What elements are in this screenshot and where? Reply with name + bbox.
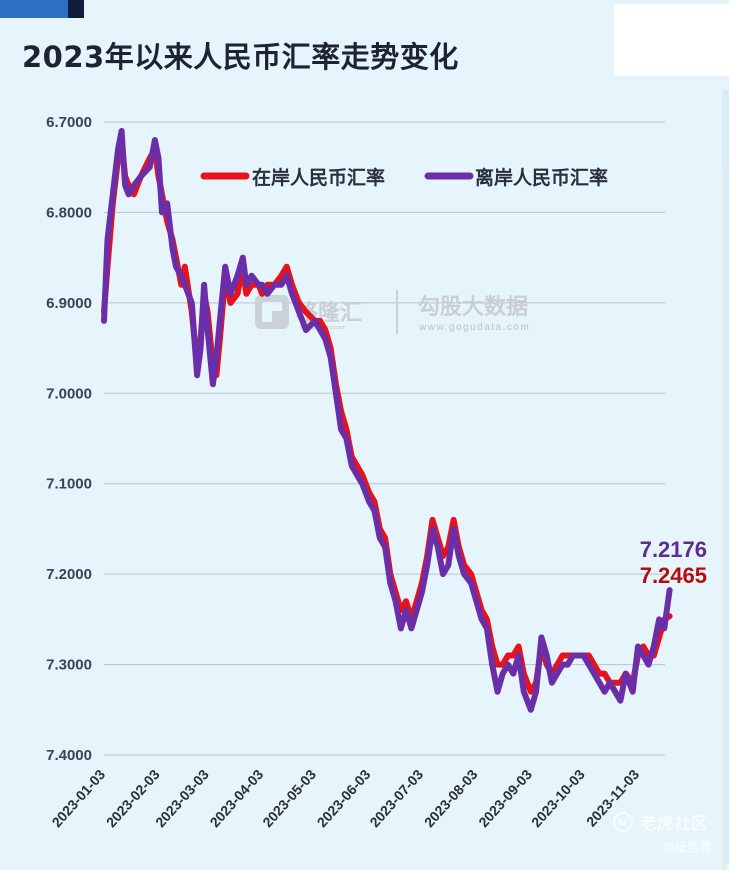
legend-label-onshore: 在岸人民币汇率 (252, 166, 385, 189)
x-tick-label: 2023-05-03 (259, 766, 319, 830)
x-tick-label: 2023-06-03 (314, 766, 374, 830)
y-tick-label: 7.2000 (46, 566, 92, 583)
end-label-offshore: 7.2176 (640, 537, 707, 562)
right-edge-strip (722, 90, 729, 870)
series-lines (101, 128, 673, 713)
watermark-brand2: 勾股大数据 (418, 294, 528, 320)
gelonghui-logo-icon (255, 295, 289, 329)
x-tick-label: 2023-07-03 (366, 766, 426, 830)
corner-watermark: 老虎社区 @证悟君 (613, 812, 711, 854)
watermark: 格隆汇 www.gelonghui.com 勾股大数据 www.gogudata… (255, 290, 530, 334)
gridlines (104, 121, 665, 756)
x-tick-label: 2023-09-03 (475, 766, 535, 830)
y-tick-label: 7.0000 (46, 385, 92, 402)
header-accent-bar (0, 0, 84, 18)
corner-watermark-line1: 老虎社区 (640, 814, 708, 834)
corner-watermark-line2: @证悟君 (663, 839, 711, 854)
y-tick-label: 7.3000 (46, 657, 92, 674)
y-tick-label: 6.7000 (46, 114, 92, 131)
watermark-brand2-url: www.gogudata.com (418, 322, 530, 333)
x-tick-label: 2023-08-03 (421, 766, 481, 830)
y-tick-label: 7.4000 (46, 747, 92, 764)
y-tick-label: 6.9000 (46, 295, 92, 312)
blank-panel (614, 4, 729, 76)
y-tick-label: 6.8000 (46, 204, 92, 221)
tiger-logo-icon (613, 812, 633, 832)
chart-title: 2023年以来人民币汇率走势变化 (22, 40, 459, 74)
x-tick-label: 2023-01-03 (48, 766, 108, 830)
series-line-offshore (101, 128, 673, 713)
x-tick-label: 2023-11-03 (583, 766, 642, 830)
legend: 在岸人民币汇率 离岸人民币汇率 (200, 166, 608, 189)
end-label-onshore: 7.2465 (640, 563, 707, 588)
y-axis-ticks: 6.7000 6.8000 6.9000 7.0000 7.1000 7.2000 7.30… (46, 114, 92, 764)
series-line-onshore (101, 137, 673, 695)
y-tick-label: 7.1000 (46, 476, 92, 493)
x-tick-label: 2023-04-03 (207, 766, 267, 830)
x-tick-label: 2023-10-03 (528, 766, 588, 830)
legend-label-offshore: 离岸人民币汇率 (475, 166, 608, 189)
x-axis-ticks: 2023-01-032023-02-032023-03-032023-04-03… (48, 766, 642, 830)
